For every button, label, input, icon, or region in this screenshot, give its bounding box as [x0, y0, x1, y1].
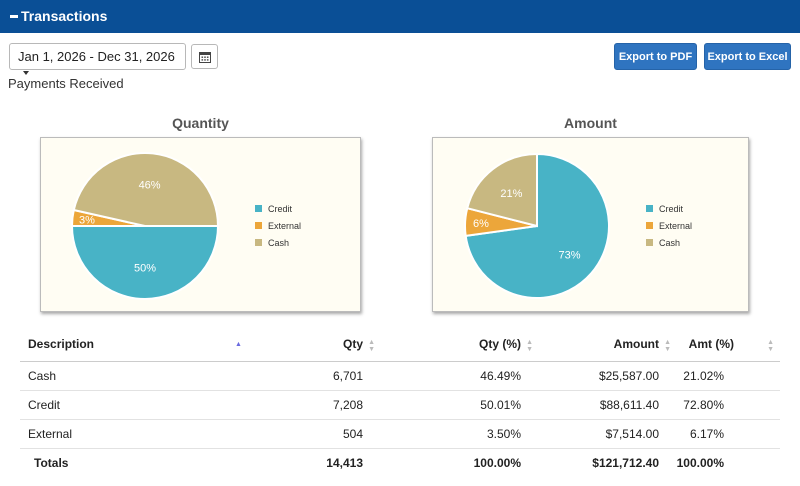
slice-label-external: 3%	[79, 215, 95, 227]
legend-label-cash[interactable]: Cash	[268, 238, 289, 248]
legend-label-external[interactable]: External	[659, 221, 692, 231]
sort-icon[interactable]: ▲ ▼	[767, 339, 774, 353]
quantity-pie-chart: 50% 3% 46% Credit External Cash	[40, 137, 361, 312]
legend-label-credit[interactable]: Credit	[659, 204, 684, 214]
transactions-panel-header[interactable]: Transactions	[0, 0, 800, 33]
table-row: Cash 6,701 46.49% $25,587.00 21.02%	[20, 361, 780, 391]
column-header-qty-pct[interactable]: Qty (%) ▲ ▼	[375, 328, 533, 362]
table-row: External 504 3.50% $7,514.00 6.17%	[20, 419, 780, 449]
legend-label-cash[interactable]: Cash	[659, 238, 680, 248]
legend-swatch-external	[646, 222, 653, 229]
transactions-table: Description ▲ Qty ▲ ▼ Qty (%) ▲ ▼ Amount ▲…	[20, 328, 780, 478]
column-header-description[interactable]: Description ▲	[20, 328, 255, 362]
table-header-row: Description ▲ Qty ▲ ▼ Qty (%) ▲ ▼ Amount ▲…	[20, 328, 780, 362]
export-excel-button[interactable]: Export to Excel	[704, 43, 791, 70]
slice-label-credit: 50%	[134, 263, 156, 275]
sort-icon[interactable]: ▲ ▼	[368, 339, 375, 353]
legend-label-credit[interactable]: Credit	[268, 204, 293, 214]
date-range-value: Jan 1, 2026 - Dec 31, 2026	[18, 49, 175, 64]
column-header-amt-pct[interactable]: Amt (%) ▲ ▼	[671, 328, 780, 362]
pie-slice-cash[interactable]	[466, 152, 538, 228]
sort-icon[interactable]: ▲ ▼	[664, 339, 671, 353]
table-row: Credit 7,208 50.01% $88,611.40 72.80%	[20, 390, 780, 420]
column-header-qty[interactable]: Qty ▲ ▼	[255, 328, 375, 362]
date-range-dropdown[interactable]: Jan 1, 2026 - Dec 31, 2026	[9, 43, 186, 75]
totals-row: Totals 14,413 100.00% $121,712.40 100.00…	[34, 456, 724, 471]
pie-slice-cash[interactable]	[72, 152, 220, 227]
export-pdf-button[interactable]: Export to PDF	[614, 43, 697, 70]
legend-swatch-credit	[646, 205, 653, 212]
calendar-icon	[199, 52, 211, 63]
slice-label-cash: 21%	[500, 188, 522, 200]
legend-swatch-credit	[255, 205, 262, 212]
quantity-chart-title: Quantity	[172, 115, 229, 131]
slice-label-cash: 46%	[139, 180, 161, 192]
calendar-button[interactable]	[191, 44, 218, 69]
amount-pie-svg: 73% 6% 21% Credit External Cash	[464, 152, 692, 299]
amount-pie-chart: 73% 6% 21% Credit External Cash	[432, 137, 749, 312]
slice-label-credit: 73%	[559, 249, 581, 261]
section-label: Payments Received	[8, 76, 124, 91]
sort-asc-icon[interactable]: ▲	[235, 341, 242, 348]
quantity-pie-svg: 50% 3% 46% Credit External Cash	[70, 152, 301, 300]
legend-label-external[interactable]: External	[268, 221, 301, 231]
pie-slice-credit[interactable]	[70, 224, 220, 300]
caret-down-icon	[23, 70, 29, 75]
amount-chart-title: Amount	[564, 115, 617, 131]
legend-swatch-external	[255, 222, 262, 229]
column-header-amount[interactable]: Amount ▲ ▼	[533, 328, 671, 362]
sort-icon[interactable]: ▲ ▼	[526, 339, 533, 353]
legend-swatch-cash	[646, 239, 653, 246]
panel-title: Transactions	[21, 8, 108, 24]
collapse-minus-icon[interactable]	[10, 15, 18, 18]
slice-label-external: 6%	[473, 218, 489, 230]
legend-swatch-cash	[255, 239, 262, 246]
